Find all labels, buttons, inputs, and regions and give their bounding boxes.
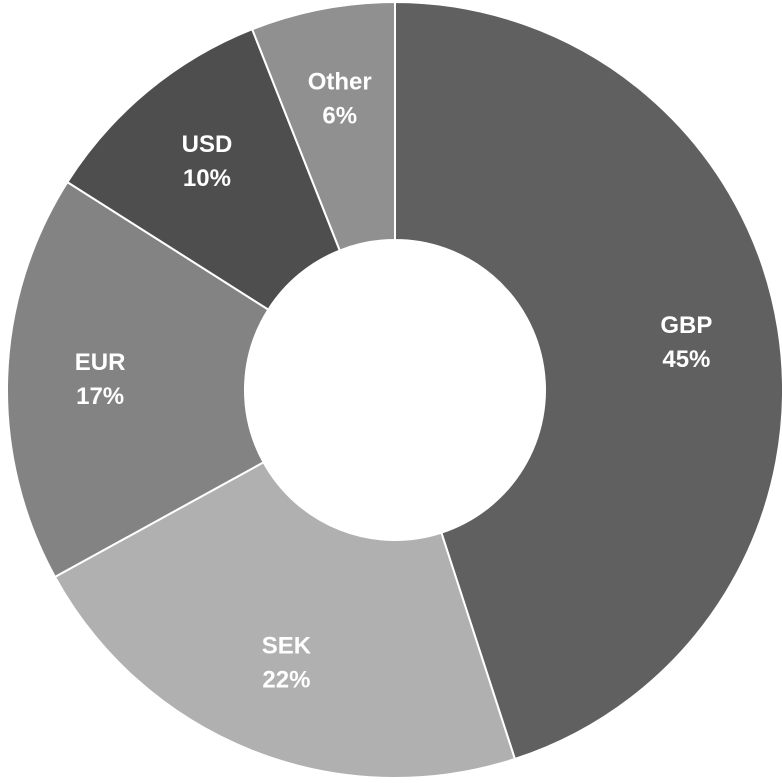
slice-name: SEK (262, 633, 312, 660)
slice-value-label: 45% (662, 346, 710, 373)
slice-value-label: 10% (183, 165, 231, 192)
slice-name: GBP (660, 312, 712, 339)
slice-name: Other (308, 69, 372, 96)
donut-slice (6, 180, 270, 579)
slice-value-label: 6% (322, 103, 357, 130)
donut-slice (53, 460, 517, 779)
donut-slice (250, 0, 396, 252)
slice-value-label: 17% (76, 383, 124, 410)
slice-name: EUR (75, 349, 126, 376)
slice-value-label: 22% (262, 667, 310, 694)
donut-slice (394, 0, 782, 761)
slice-name: USD (182, 131, 233, 158)
donut-slice (66, 27, 342, 312)
